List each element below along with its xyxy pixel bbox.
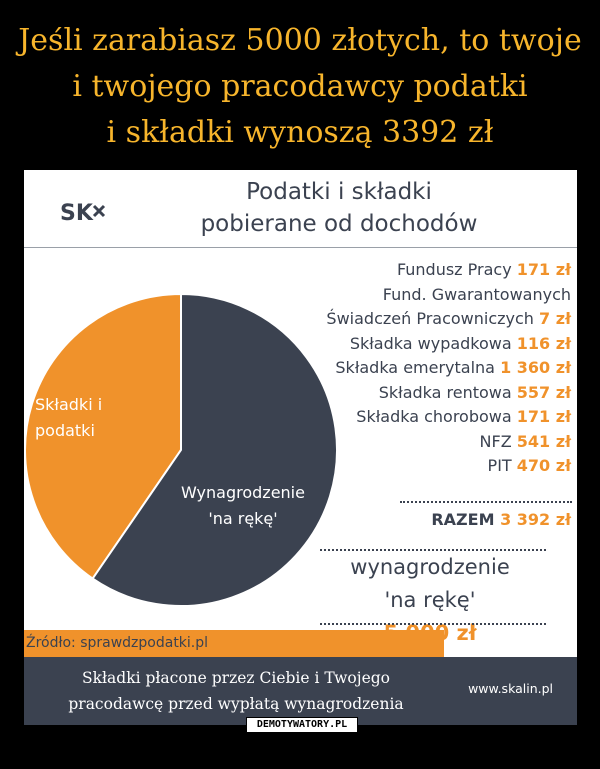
dotted-divider: [320, 623, 546, 625]
list-item: Fund. Gwarantowanych: [382, 284, 571, 304]
pie-label-taxes-line-1: Składki i: [35, 395, 103, 414]
watermark: DEMOTYWATORY.PL: [246, 717, 358, 733]
pie-slice-taxes: [24, 294, 182, 580]
card-title-line-2: pobierane od dochodów: [200, 211, 478, 237]
title-divider: [24, 247, 577, 248]
pie-slice-net-salary: [91, 294, 338, 607]
total-amount: 3 392 zł: [500, 510, 571, 529]
list-item: Składka rentowa 557 zł: [378, 382, 571, 402]
footer-line-1: Składki płacone przez Ciebie i Twojego: [82, 669, 390, 687]
list-item: Fundusz Pracy 171 zł: [396, 260, 571, 279]
headline-line-3: i składki wynoszą 3392 zł: [106, 115, 494, 150]
dotted-divider: [320, 549, 546, 551]
pie-label-net-salary: Wynagrodzenie 'na rękę': [168, 480, 318, 532]
contribution-list: Fundusz Pracy 171 zł Fund. Gwarantowanyc…: [241, 258, 571, 479]
total-row: RAZEM 3 392 zł: [431, 510, 571, 529]
headline-line-1: Jeśli zarabiasz 5000 złotych, to twoje: [18, 23, 582, 58]
pie-label-net-line-1: Wynagrodzenie: [181, 483, 305, 502]
source-bar: Źródło: sprawdzpodatki.pl: [24, 630, 444, 657]
list-item: Składka chorobowa 171 zł: [356, 407, 571, 426]
headline: Jeśli zarabiasz 5000 złotych, to twoje i…: [0, 18, 600, 156]
pie-chart: [24, 294, 338, 607]
list-item: Świadczeń Pracowniczych 7 zł: [326, 309, 571, 328]
net-line-1: wynagrodzenie: [350, 555, 510, 579]
skalin-logo: SK: [60, 201, 106, 224]
footer-text: Składki płacone przez Ciebie i Twojego p…: [40, 665, 432, 717]
total-label: RAZEM: [431, 510, 495, 529]
footer-line-2: pracodawcę przed wypłatą wynagrodzenia: [68, 695, 404, 713]
pie-label-taxes-line-2: podatki: [35, 421, 95, 440]
headline-line-2: i twojego pracodawcy podatki: [72, 69, 528, 104]
infographic-card: SK Podatki i składki pobierane od dochod…: [24, 170, 577, 725]
footer: Składki płacone przez Ciebie i Twojego p…: [24, 657, 577, 725]
pie-label-net-line-2: 'na rękę': [208, 509, 278, 528]
list-item: PIT 470 zł: [487, 456, 571, 475]
dotted-divider: [400, 501, 572, 503]
pie-label-taxes: Składki i podatki: [35, 392, 155, 444]
list-item: Składka emerytalna 1 360 zł: [335, 358, 571, 377]
footer-url: www.skalin.pl: [468, 681, 553, 696]
card-title-line-1: Podatki i składki: [246, 179, 432, 205]
card-title: Podatki i składki pobierane od dochodów: [174, 176, 504, 240]
list-item: NFZ 541 zł: [479, 431, 571, 451]
list-item: Składka wypadkowa 116 zł: [349, 333, 571, 353]
logo-text: SK: [60, 201, 94, 224]
